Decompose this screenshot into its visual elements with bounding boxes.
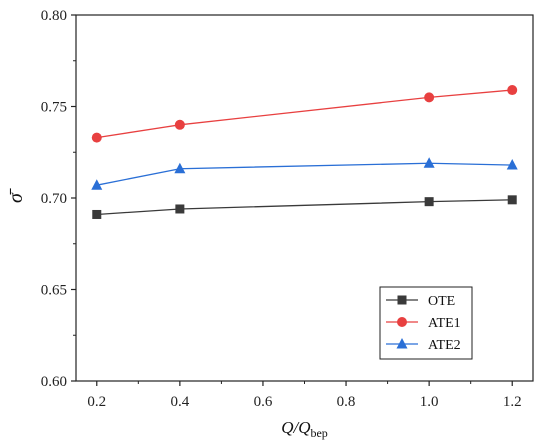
data-point-ote bbox=[507, 195, 517, 205]
data-point-ote bbox=[424, 197, 434, 207]
data-point-ate1 bbox=[507, 85, 518, 96]
x-tick-label: 0.6 bbox=[254, 394, 273, 410]
x-tick-label: 0.4 bbox=[170, 394, 189, 410]
legend-box bbox=[379, 286, 473, 360]
x-axis-title-main: Q/Q bbox=[281, 418, 310, 437]
axis-titles: Q/Qbep σ̄ bbox=[5, 188, 328, 440]
data-point-ote bbox=[92, 209, 102, 219]
series-ate1 bbox=[91, 85, 518, 143]
x-tick-label: 1.0 bbox=[420, 394, 439, 410]
legend-marker-ote bbox=[397, 295, 407, 305]
x-tick-label: 0.2 bbox=[87, 394, 106, 410]
axes: 0.2 0.4 0.6 0.8 1.0 1.2 0.60 0.65 0.70 0.75 0.80 bbox=[41, 8, 534, 410]
legend-label-ote: OTE bbox=[428, 294, 455, 309]
y-axis-title: σ̄ bbox=[5, 188, 27, 203]
data-point-ate2 bbox=[506, 159, 518, 170]
data-point-ote bbox=[175, 204, 185, 214]
x-tick-label: 1.2 bbox=[503, 394, 522, 410]
x-axis-title-subscript: bep bbox=[310, 426, 327, 440]
y-tick-label: 0.60 bbox=[41, 374, 67, 390]
data-point-ate2 bbox=[423, 157, 435, 168]
y-tick-label: 0.65 bbox=[41, 283, 67, 299]
data-point-ate2 bbox=[91, 179, 103, 190]
x-tick-label: 0.8 bbox=[337, 394, 356, 410]
legend: OTE ATE1 ATE2 bbox=[379, 286, 473, 360]
data-point-ate2 bbox=[174, 162, 186, 174]
data-point-ate1 bbox=[174, 119, 185, 130]
y-tick-label: 0.75 bbox=[41, 100, 67, 116]
data-point-ate1 bbox=[91, 132, 102, 143]
series-line-ate2 bbox=[96, 162, 513, 186]
x-axis-title: Q/Qbep bbox=[281, 418, 328, 440]
legend-marker-ate2 bbox=[396, 338, 408, 349]
legend-label-ate2: ATE2 bbox=[428, 338, 461, 353]
y-tick-label: 0.80 bbox=[41, 8, 67, 24]
series-layer bbox=[91, 85, 518, 219]
series-ate2 bbox=[91, 157, 518, 190]
data-point-ate1 bbox=[424, 92, 435, 103]
series-line-ote bbox=[96, 199, 513, 216]
series-line-ate1 bbox=[96, 89, 513, 139]
legend-marker-ate1 bbox=[397, 317, 407, 327]
legend-label-ate1: ATE1 bbox=[428, 316, 461, 331]
series-ote bbox=[92, 195, 517, 219]
y-tick-label: 0.70 bbox=[41, 191, 67, 207]
